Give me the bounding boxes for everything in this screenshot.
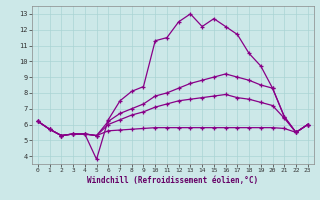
X-axis label: Windchill (Refroidissement éolien,°C): Windchill (Refroidissement éolien,°C): [87, 176, 258, 185]
